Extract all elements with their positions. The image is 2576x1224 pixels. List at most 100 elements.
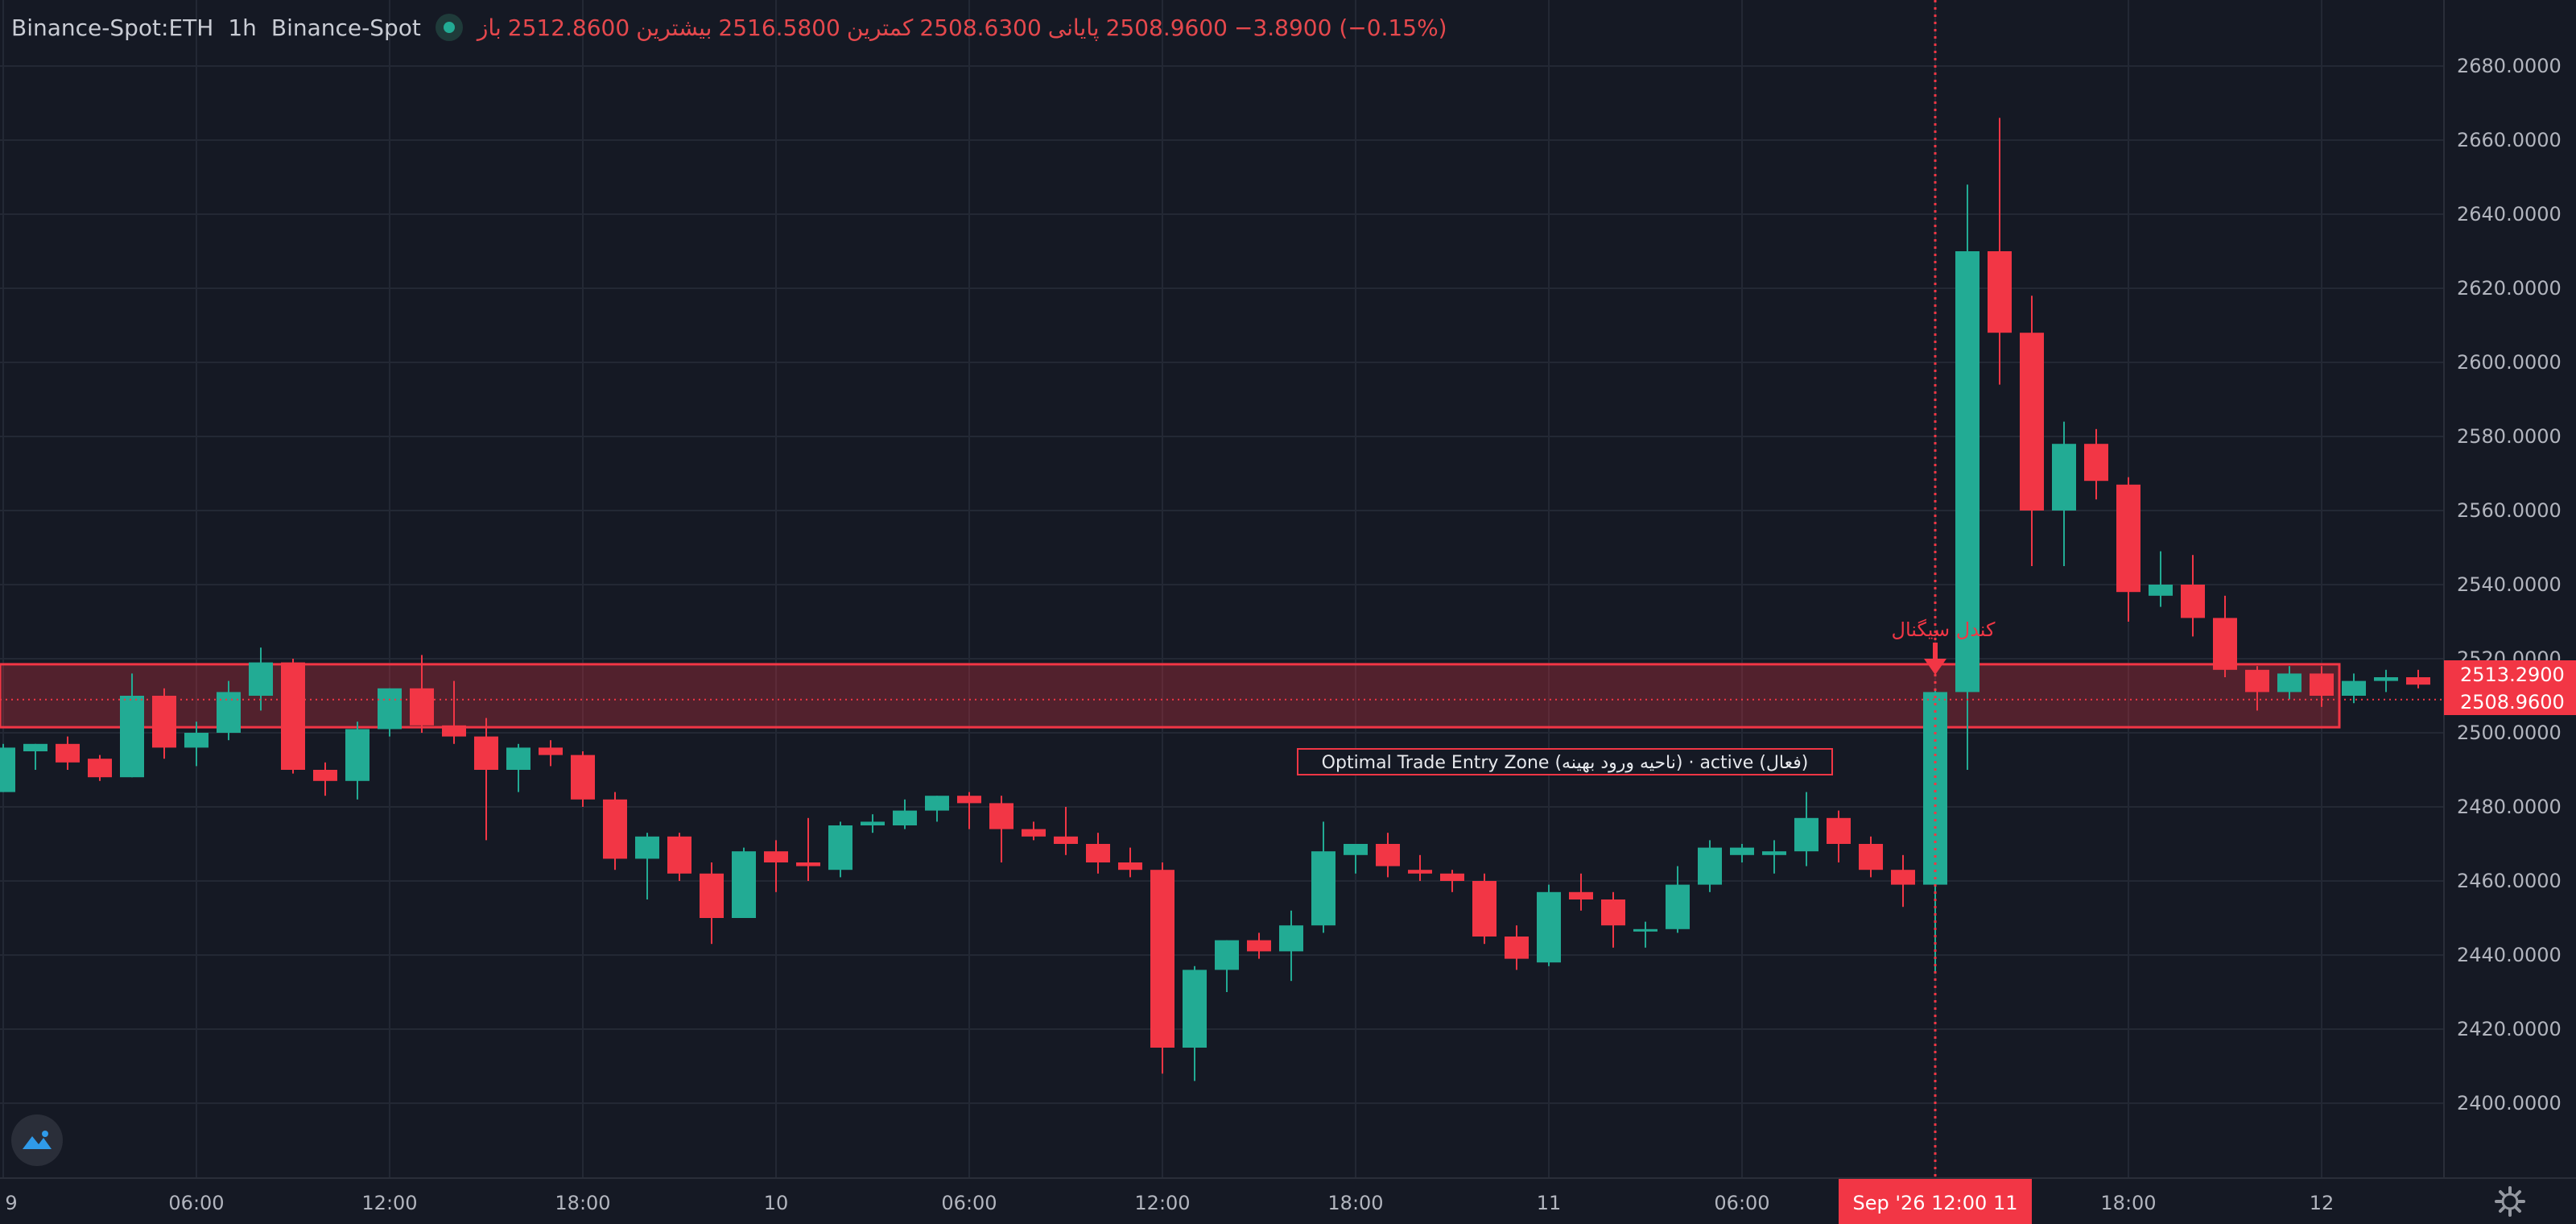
candle-body: [1150, 870, 1174, 1048]
signal-arrow-icon: [1924, 643, 1946, 675]
candle-body: [2116, 484, 2140, 593]
candle: [1086, 833, 1110, 874]
candle: [23, 743, 47, 770]
candle: [635, 833, 659, 899]
candle: [56, 736, 80, 770]
legend-exchange[interactable]: Binance-Spot: [270, 14, 421, 41]
legend-open-label: باز: [477, 14, 502, 41]
candle-body: [506, 747, 530, 770]
signal-label: کندل سیگنال: [1892, 618, 1996, 641]
candle-body: [1891, 870, 1915, 885]
candle-body: [23, 743, 47, 751]
candle: [1698, 840, 1722, 892]
candle-body: [2213, 618, 2237, 670]
y-tick-label: 2680.0000: [2457, 55, 2562, 77]
candle: [345, 722, 369, 800]
y-tick-label: 2580.0000: [2457, 425, 2562, 448]
y-tick-label: 2420.0000: [2457, 1018, 2562, 1040]
candle: [1859, 836, 1883, 878]
zone-label-box: [1297, 748, 1833, 775]
candle-body: [828, 825, 852, 870]
candle: [861, 814, 885, 833]
candle-body: [667, 836, 691, 874]
candle-body: [1730, 847, 1754, 855]
candle: [1440, 870, 1464, 892]
entry-zone: [0, 663, 2341, 729]
candle: [2116, 477, 2140, 622]
y-tick-label: 2540.0000: [2457, 573, 2562, 596]
candle: [571, 751, 595, 807]
candle-body: [2245, 669, 2269, 693]
candle: [378, 688, 402, 737]
candle: [2245, 666, 2269, 711]
candle: [828, 821, 852, 878]
candle: [1794, 792, 1818, 866]
candle: [1569, 873, 1593, 911]
candle: [700, 862, 724, 945]
price-tag-last-bg: [2444, 688, 2576, 715]
candle: [1601, 891, 1625, 948]
candle-body: [1698, 847, 1722, 885]
price-tag-marker-text: 2513.2900: [2460, 664, 2565, 686]
candle-body: [1344, 844, 1368, 855]
candle: [1247, 932, 1271, 959]
x-tick-label: 06:00: [168, 1192, 224, 1214]
x-tick-label: 18:00: [2100, 1192, 2156, 1214]
candle: [1022, 821, 1046, 841]
candle: [1054, 807, 1078, 855]
candle: [2084, 428, 2108, 500]
zone-label-text: Optimal Trade Entry Zone (ناحیه ورود بهی…: [1322, 753, 1809, 773]
legend-low-value: 2508.6300: [919, 14, 1042, 41]
y-tick-label: 2400.0000: [2457, 1092, 2562, 1114]
candle: [1827, 810, 1851, 862]
candle-body: [603, 799, 627, 859]
candle-body: [571, 755, 595, 800]
x-tick-label: 06:00: [1714, 1192, 1769, 1214]
candle-body: [1311, 851, 1335, 926]
time-axis-bg: [0, 1178, 2444, 1224]
gear-icon[interactable]: [2494, 1185, 2526, 1218]
y-tick-label: 2620.0000: [2457, 277, 2562, 300]
candle-body: [1118, 862, 1142, 870]
legend-interval[interactable]: 1h: [228, 14, 257, 41]
candle: [1891, 854, 1915, 908]
x-tick-label: 06:00: [941, 1192, 997, 1214]
logo-icon[interactable]: [11, 1114, 63, 1166]
candle-body: [152, 696, 176, 748]
candle: [764, 840, 788, 892]
y-tick-label: 2660.0000: [2457, 129, 2562, 151]
candle: [0, 743, 15, 792]
candle: [603, 792, 627, 870]
candle-body: [861, 821, 885, 825]
y-tick-label: 2640.0000: [2457, 203, 2562, 225]
x-tick-label: 18:00: [1327, 1192, 1383, 1214]
chart-legend: Binance-Spot:ETH 1h Binance-Spot باز 251…: [11, 11, 1447, 43]
market-status-icon[interactable]: [435, 14, 463, 41]
candle: [474, 717, 498, 841]
candle-body: [0, 747, 15, 792]
candle-body: [1440, 873, 1464, 881]
candle-body: [1086, 844, 1110, 862]
candle-body: [1215, 940, 1239, 970]
candle-body: [1923, 692, 1947, 885]
candle: [1537, 884, 1561, 966]
x-tick-label: 12: [2310, 1192, 2334, 1214]
candle-body: [313, 770, 337, 781]
candle-body: [2020, 333, 2044, 511]
candle: [1408, 854, 1432, 881]
candle-body: [410, 688, 434, 726]
candle-body: [1827, 817, 1851, 844]
candle-body: [1794, 817, 1818, 852]
candle-body: [1859, 844, 1883, 870]
candle-body: [1505, 937, 1529, 959]
candle: [1666, 866, 1690, 933]
legend-symbol[interactable]: Binance-Spot:ETH: [11, 14, 214, 41]
candle: [1118, 847, 1142, 878]
candle: [1730, 844, 1754, 862]
price-tag-last: 2508.9600: [2444, 688, 2576, 715]
candle: [1279, 910, 1303, 982]
y-tick-label: 2500.0000: [2457, 722, 2562, 744]
candle-body: [2406, 677, 2430, 685]
